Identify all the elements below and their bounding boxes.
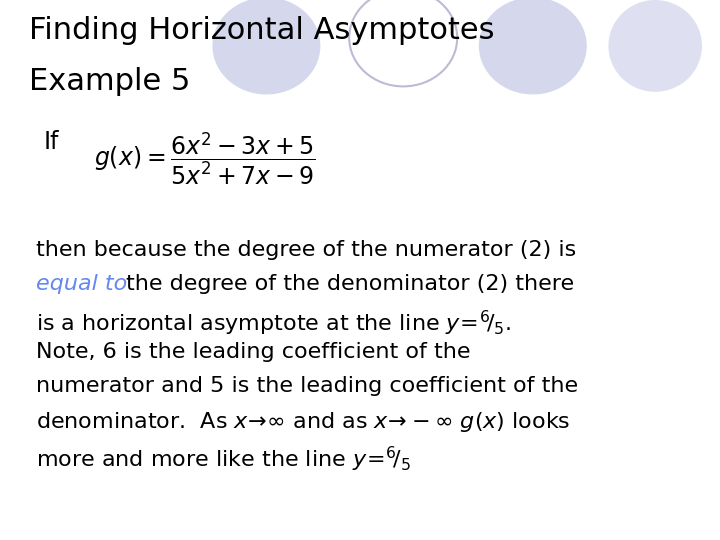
Text: If: If (43, 130, 59, 153)
Text: then because the degree of the numerator (2) is: then because the degree of the numerator… (36, 240, 576, 260)
Text: more and more like the line $y\!=\!^6\!/_5$: more and more like the line $y\!=\!^6\!/… (36, 444, 411, 474)
Text: Example 5: Example 5 (29, 68, 190, 97)
Text: Finding Horizontal Asymptotes: Finding Horizontal Asymptotes (29, 16, 495, 45)
Ellipse shape (479, 0, 587, 94)
Text: Note, 6 is the leading coefficient of the: Note, 6 is the leading coefficient of th… (36, 342, 470, 362)
Ellipse shape (212, 0, 320, 94)
Text: is a horizontal asymptote at the line $y\!=\!^6\!/_5.$: is a horizontal asymptote at the line $y… (36, 308, 511, 338)
Text: equal to: equal to (36, 274, 127, 294)
Text: denominator.  As $x\!\rightarrow\!\infty$ and as $x\!\rightarrow\!-\infty$ $g(x): denominator. As $x\!\rightarrow\!\infty$… (36, 410, 570, 434)
Text: numerator and 5 is the leading coefficient of the: numerator and 5 is the leading coefficie… (36, 376, 578, 396)
Text: $g(x)=\dfrac{6x^2-3x+5}{5x^2+7x-9}$: $g(x)=\dfrac{6x^2-3x+5}{5x^2+7x-9}$ (94, 130, 315, 187)
Text: the degree of the denominator (2) there: the degree of the denominator (2) there (126, 274, 574, 294)
Ellipse shape (608, 0, 702, 92)
